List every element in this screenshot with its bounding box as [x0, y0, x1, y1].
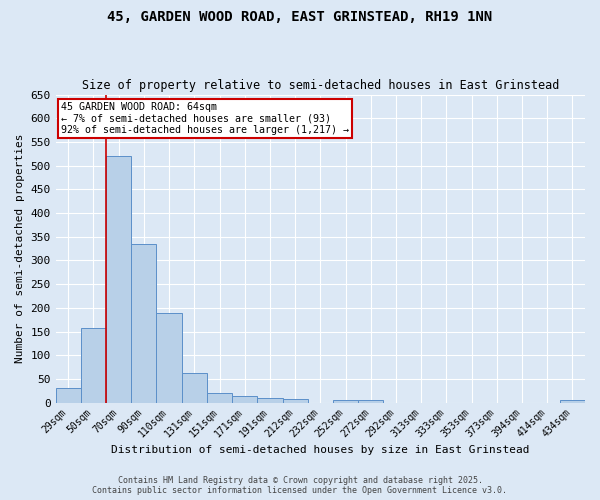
Title: Size of property relative to semi-detached houses in East Grinstead: Size of property relative to semi-detach…: [82, 79, 559, 92]
Bar: [207, 393, 232, 402]
Bar: [358, 400, 383, 402]
Bar: [106, 156, 131, 402]
Text: Contains HM Land Registry data © Crown copyright and database right 2025.
Contai: Contains HM Land Registry data © Crown c…: [92, 476, 508, 495]
Bar: [232, 396, 257, 402]
X-axis label: Distribution of semi-detached houses by size in East Grinstead: Distribution of semi-detached houses by …: [111, 445, 530, 455]
Bar: [560, 400, 585, 402]
Text: 45, GARDEN WOOD ROAD, EAST GRINSTEAD, RH19 1NN: 45, GARDEN WOOD ROAD, EAST GRINSTEAD, RH…: [107, 10, 493, 24]
Bar: [182, 372, 207, 402]
Bar: [257, 398, 283, 402]
Bar: [56, 388, 81, 402]
Bar: [283, 400, 308, 402]
Text: 45 GARDEN WOOD ROAD: 64sqm
← 7% of semi-detached houses are smaller (93)
92% of : 45 GARDEN WOOD ROAD: 64sqm ← 7% of semi-…: [61, 102, 349, 136]
Bar: [131, 244, 157, 402]
Bar: [157, 312, 182, 402]
Y-axis label: Number of semi-detached properties: Number of semi-detached properties: [15, 134, 25, 364]
Bar: [81, 328, 106, 402]
Bar: [333, 400, 358, 402]
